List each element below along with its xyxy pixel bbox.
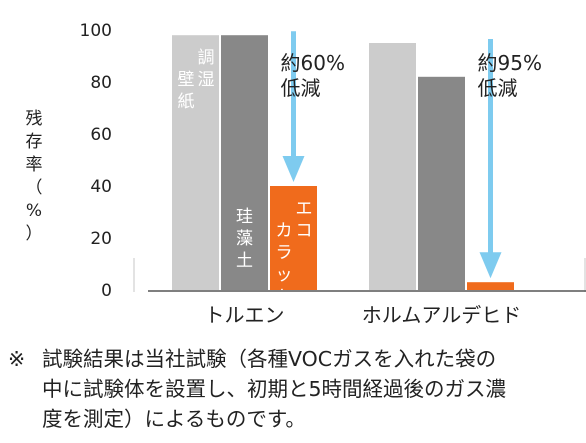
bar: [270, 186, 317, 290]
x-tick-label: ホルムアルデヒド: [362, 303, 521, 327]
series-label-char: ラ: [276, 243, 293, 263]
y-tick-label: 80: [90, 73, 112, 93]
bar: [172, 35, 219, 291]
y-axis-title-char: 残: [25, 109, 43, 129]
footnote-line: 試験結果は当社試験（各種VOCガスを入れた袋の: [42, 347, 497, 371]
annotation-text: 低減: [281, 76, 321, 100]
series-label-char: エ: [296, 199, 313, 219]
y-axis-title-char: 率: [25, 155, 43, 175]
bar: [467, 282, 514, 290]
annotation-text: 約95%: [478, 51, 542, 75]
series-label-char: カ: [276, 221, 293, 241]
footnote-line: 度を測定）によるものです。: [42, 407, 306, 431]
reduction-arrow-head: [479, 252, 502, 279]
series-label-char: 調: [198, 48, 215, 68]
bar: [418, 76, 465, 290]
series-label-char: ッ: [276, 265, 293, 285]
x-tick-label: トルエン: [205, 303, 285, 327]
y-axis-title-char: （: [25, 178, 43, 198]
y-tick-label: 20: [90, 229, 112, 249]
series-label-char: 紙: [178, 92, 195, 112]
y-axis-title-char: 存: [25, 132, 43, 152]
y-tick-label: 100: [80, 21, 112, 41]
annotation-text: 低減: [478, 76, 518, 100]
y-axis-title: 残 存 率 （ % ）: [22, 108, 46, 246]
footnote-line: 中に試験体を設置し、初期と5時間経過後のガス濃: [42, 377, 507, 401]
y-tick-label: 60: [90, 125, 112, 145]
series-label-char: 壁: [178, 70, 195, 90]
footnote: ※ 試験結果は当社試験（各種VOCガスを入れた袋の 中に試験体を設置し、初期と5…: [8, 344, 583, 434]
y-axis-title-char: ）: [25, 224, 43, 244]
bar: [221, 35, 268, 291]
y-axis-title-char: %: [25, 201, 43, 221]
footnote-mark: ※: [8, 347, 26, 371]
series-label-char: 珪: [236, 207, 253, 227]
y-tick-label: 0: [101, 281, 112, 301]
series-label-char: 藻: [236, 229, 253, 249]
reduction-arrow-head: [282, 156, 305, 182]
y-tick-label: 40: [90, 177, 112, 197]
annotation-text: 約60%: [281, 51, 345, 75]
series-label-char: 土: [236, 251, 253, 271]
series-label-char: ト: [276, 287, 293, 307]
series-label-char: コ: [296, 221, 313, 241]
series-label-char: 湿: [198, 70, 215, 90]
bar: [369, 43, 416, 290]
